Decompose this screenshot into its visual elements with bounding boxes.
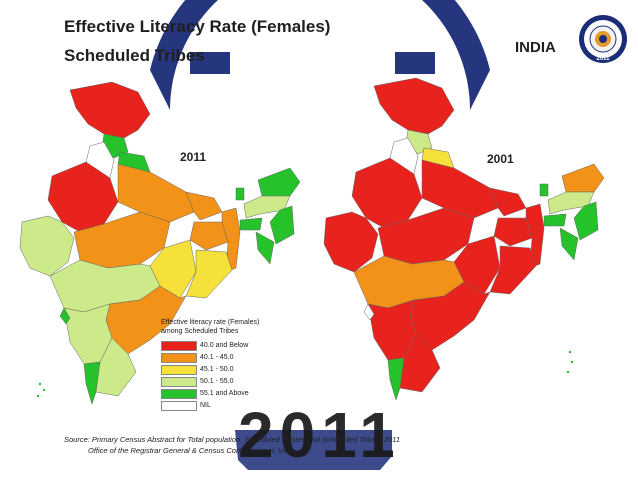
state-odisha	[185, 249, 233, 299]
source-line-1: Source: Primary Census Abstract for Tota…	[64, 435, 401, 444]
legend-label: NIL	[200, 402, 211, 409]
state-bihar	[489, 187, 527, 217]
state-kerala	[83, 361, 101, 405]
title-line-2: Scheduled Tribes	[64, 46, 205, 65]
state-jharkhand	[189, 221, 229, 251]
state-jammu-kashmir	[69, 81, 151, 139]
legend-swatch	[161, 388, 197, 399]
source-note: Source: Primary Census Abstract for Tota…	[64, 434, 400, 456]
legend-label: 40.0 and Below	[200, 342, 249, 349]
legend-item: 40.1 - 45.0	[161, 352, 291, 363]
legend-swatch	[161, 376, 197, 387]
state-tripura-mizoram	[559, 227, 579, 261]
state-kerala	[387, 357, 405, 401]
state-arunachal-pradesh	[561, 163, 605, 193]
state-bihar	[185, 191, 223, 221]
source-line-2: Office of the Registrar General & Census…	[88, 446, 295, 455]
legend: Effective literacy rate (Females) among …	[161, 318, 291, 412]
legend-label: 40.1 - 45.0	[200, 354, 234, 361]
state-jharkhand	[493, 217, 533, 247]
state-meghalaya	[543, 213, 567, 227]
country-label: INDIA	[515, 39, 556, 56]
state-nagaland-manipur	[573, 201, 599, 241]
map-2011-year-label: 2011	[180, 150, 207, 164]
legend-swatch	[161, 400, 197, 411]
state-sikkim	[539, 183, 549, 197]
legend-swatch	[161, 364, 197, 375]
state-goa	[363, 303, 375, 321]
map-2001	[323, 77, 605, 401]
state-tripura-mizoram	[255, 231, 275, 265]
title-line-1: Effective Literacy Rate (Females)	[64, 17, 331, 36]
logo-year: 2011	[596, 56, 610, 62]
state-gujarat	[323, 211, 379, 273]
state-sikkim	[235, 187, 245, 201]
state-jammu-kashmir	[373, 77, 455, 135]
legend-item: NIL	[161, 400, 291, 411]
legend-label: 45.1 - 50.0	[200, 366, 234, 373]
state-meghalaya	[239, 217, 263, 231]
legend-item: 40.0 and Below	[161, 340, 291, 351]
legend-swatch	[161, 352, 197, 363]
legend-label: 55.1 and Above	[200, 390, 249, 397]
state-goa	[59, 307, 71, 325]
map-2001-year-label: 2001	[487, 152, 514, 166]
legend-swatch	[161, 340, 197, 351]
legend-label: 50.1 - 55.0	[200, 378, 234, 385]
legend-item: 55.1 and Above	[161, 388, 291, 399]
state-tamil-nadu	[399, 333, 441, 393]
state-odisha	[489, 245, 537, 295]
state-uttar-pradesh	[421, 159, 499, 219]
state-uttar-pradesh	[117, 163, 195, 223]
legend-item: 50.1 - 55.0	[161, 376, 291, 387]
state-gujarat	[19, 215, 75, 277]
census-seal-icon: 2011	[579, 15, 627, 63]
state-arunachal-pradesh	[257, 167, 300, 197]
watermark-year: 2011	[238, 399, 401, 471]
legend-item: 45.1 - 50.0	[161, 364, 291, 375]
map-2011	[19, 81, 300, 405]
state-nagaland-manipur	[269, 205, 295, 245]
legend-title: Effective literacy rate (Females) among …	[161, 319, 260, 335]
state-tamil-nadu	[95, 337, 137, 397]
